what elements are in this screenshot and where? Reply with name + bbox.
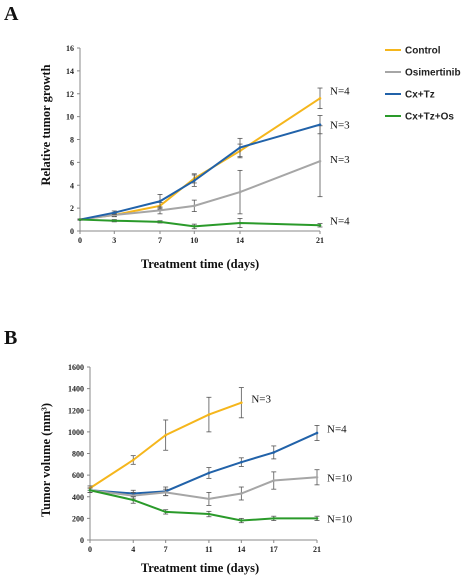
p0-data-point	[158, 209, 162, 212]
p1-data-point	[131, 494, 135, 497]
p0-n-label: N=4	[330, 216, 350, 228]
p0-series-line-0	[79, 97, 321, 221]
chart-panel-b: 0 200 400 600 800 1000 1200 1400 1600 0 4 7 11 14 17 21…	[68, 363, 353, 554]
p1-series-line-1	[89, 432, 318, 495]
p1-y-tick-label: 1000	[68, 428, 84, 437]
p1-y-tick-label: 1600	[68, 363, 84, 372]
p1-data-point	[164, 433, 167, 437]
p1-data-point	[240, 401, 243, 404]
p0-data-point	[192, 204, 196, 208]
p1-data-point	[272, 479, 276, 482]
p0-x-tick-label: 10	[190, 236, 198, 245]
p1-data-point	[272, 517, 276, 520]
p1-x-tick-label: 4	[131, 545, 135, 554]
legend-label: Cx+Tz	[405, 90, 435, 101]
p0-x-tick-label: 21	[316, 236, 324, 245]
p1-data-point	[164, 491, 167, 494]
p1-n-label: N=4	[327, 424, 347, 436]
chart-legend: Control Osimertinib Cx+Tz Cx+Tz+Os	[385, 46, 461, 123]
p0-data-point	[192, 225, 196, 228]
p1-data-point	[315, 517, 319, 520]
p0-y-tick-label: 8	[70, 136, 74, 145]
legend-label: Control	[405, 46, 441, 57]
p1-x-tick-label: 0	[88, 545, 92, 554]
legend-label: Cx+Tz+Os	[405, 112, 454, 123]
p0-series-line-3	[79, 218, 321, 228]
x-axis-title-b: Treatment time (days)	[141, 561, 259, 575]
chart-panel-a: 0 2 4 6 8 10 12 14 16 0 3 7 10 14 21 N=4 N=3 N=3 N=4	[66, 44, 350, 245]
p1-data-point	[240, 492, 243, 495]
p0-data-point	[158, 220, 162, 224]
p0-series-line-1	[79, 160, 321, 221]
p0-x-tick-label: 0	[78, 236, 82, 245]
p1-data-point	[272, 451, 276, 454]
p1-y-tick-label: 400	[72, 493, 84, 502]
p1-data-point	[240, 519, 243, 522]
p1-n-label: N=3	[251, 393, 271, 405]
legend-label: Osimertinib	[405, 68, 461, 79]
p1-y-tick-label: 200	[72, 514, 84, 523]
p1-y-tick-label: 1400	[68, 385, 84, 394]
p0-data-point	[158, 199, 162, 203]
p1-x-tick-label: 17	[270, 545, 278, 554]
p0-data-point	[238, 221, 242, 225]
p1-x-tick-label: 7	[164, 545, 168, 554]
p1-data-point	[207, 497, 211, 501]
p0-series-line-2	[79, 123, 321, 221]
y-axis-title-b: Tumor volume (mm³)	[39, 403, 53, 517]
y-axis-title-a: Relative tumor growth	[39, 64, 53, 185]
p1-x-tick-label: 21	[313, 545, 321, 554]
p0-data-point	[238, 146, 242, 149]
p0-y-tick-label: 2	[70, 204, 74, 213]
panel-letter-a: A	[4, 3, 19, 25]
p1-data-point	[315, 475, 319, 479]
p1-data-point	[88, 488, 92, 492]
p1-data-point	[315, 431, 319, 435]
p0-data-point	[192, 179, 196, 182]
p1-n-label: N=10	[327, 472, 353, 484]
panel-letter-b: B	[4, 327, 17, 349]
p0-data-point	[318, 97, 322, 100]
p0-y-tick-label: 14	[66, 67, 74, 76]
p1-series-line-2	[89, 476, 318, 500]
p0-data-point	[238, 190, 242, 194]
p1-data-point	[207, 512, 211, 516]
p1-y-tick-label: 0	[80, 536, 84, 545]
p0-y-tick-label: 10	[66, 113, 74, 122]
p1-n-label: N=10	[327, 513, 353, 525]
p1-y-tick-label: 800	[72, 450, 84, 459]
p0-data-point	[112, 219, 116, 223]
p1-x-tick-label: 11	[205, 545, 213, 554]
p1-y-tick-label: 600	[72, 471, 84, 480]
p0-y-tick-label: 16	[66, 44, 74, 53]
p0-data-point	[318, 123, 322, 126]
p0-x-tick-label: 7	[158, 236, 162, 245]
p0-data-point	[318, 159, 322, 163]
p0-data-point	[78, 218, 82, 221]
p0-n-label: N=3	[330, 154, 350, 166]
p0-n-label: N=3	[330, 120, 350, 132]
p1-data-point	[207, 413, 211, 416]
p0-y-tick-label: 4	[70, 181, 74, 190]
p1-x-tick-label: 14	[237, 545, 245, 554]
p1-data-point	[164, 510, 167, 514]
p0-x-tick-label: 3	[112, 236, 116, 245]
p0-y-tick-label: 6	[70, 158, 74, 167]
p0-y-tick-label: 0	[70, 227, 74, 236]
p1-data-point	[207, 471, 211, 475]
p0-y-tick-label: 12	[66, 90, 74, 99]
p1-data-point	[131, 458, 135, 462]
p1-y-tick-label: 1200	[68, 406, 84, 415]
p1-data-point	[131, 498, 135, 502]
p0-data-point	[318, 223, 322, 227]
p0-x-tick-label: 14	[236, 236, 244, 245]
p0-n-label: N=4	[330, 85, 350, 97]
p1-data-point	[240, 460, 243, 464]
x-axis-title-a: Treatment time (days)	[141, 257, 259, 271]
p0-data-point	[112, 211, 116, 214]
